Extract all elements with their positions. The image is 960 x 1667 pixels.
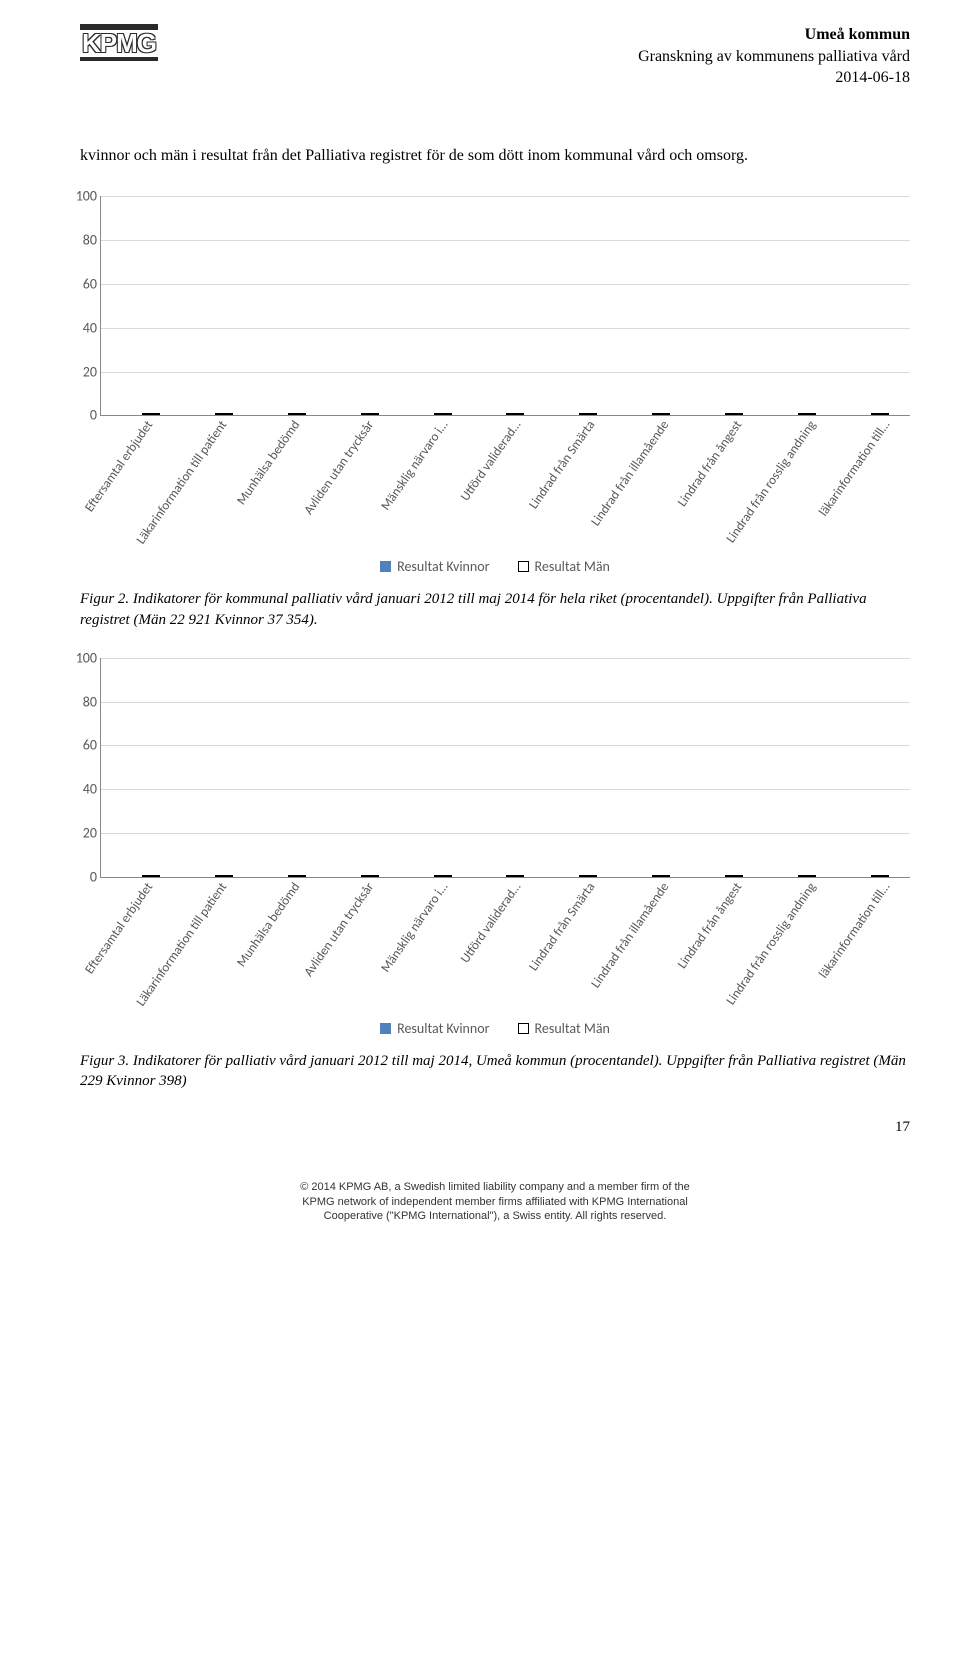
bar-man	[506, 875, 524, 877]
bar-group	[178, 413, 251, 415]
y-tick: 40	[71, 781, 97, 798]
bar-group	[105, 875, 178, 877]
bar-man	[652, 875, 670, 877]
bar-group	[542, 875, 615, 877]
bar-group	[469, 875, 542, 877]
bar-group	[323, 413, 396, 415]
bar-man	[361, 875, 379, 877]
kpmg-logo: KPMG	[80, 24, 158, 61]
y-tick: 20	[71, 825, 97, 842]
client-name: Umeå kommun	[638, 24, 910, 46]
bar-group	[688, 413, 761, 415]
bar-man	[579, 413, 597, 415]
doc-meta: Umeå kommun Granskning av kommunens pall…	[638, 24, 910, 89]
x-label: Eftersamtal erbjudet	[82, 880, 156, 977]
bar-man	[652, 413, 670, 415]
bar-man	[798, 875, 816, 877]
y-tick: 0	[71, 868, 97, 885]
bar-man	[434, 413, 452, 415]
bar-man	[871, 413, 889, 415]
bar-group	[396, 413, 469, 415]
y-tick: 100	[71, 649, 97, 666]
bar-group	[688, 875, 761, 877]
bar-man	[215, 413, 233, 415]
y-tick: 20	[71, 363, 97, 380]
bar-man	[725, 875, 743, 877]
bar-group	[615, 875, 688, 877]
bar-group	[178, 875, 251, 877]
y-tick: 0	[71, 407, 97, 424]
intro-paragraph: kvinnor och män i resultat från det Pall…	[80, 145, 910, 167]
report-title: Granskning av kommunens palliativa vård	[638, 46, 910, 68]
page-header: KPMG Umeå kommun Granskning av kommunens…	[80, 24, 910, 89]
bar-group	[251, 875, 324, 877]
y-tick: 100	[71, 188, 97, 205]
bar-man	[142, 875, 160, 877]
bar-man	[579, 875, 597, 877]
bar-group	[251, 413, 324, 415]
figure-2-caption: Figur 2. Indikatorer för kommunal pallia…	[80, 589, 910, 630]
bar-group	[105, 413, 178, 415]
bar-man	[215, 875, 233, 877]
figure-2-chart: 020406080100 Eftersamtal erbjudetLäkarin…	[80, 196, 910, 575]
figure-3-chart: 020406080100 Eftersamtal erbjudetLäkarin…	[80, 658, 910, 1037]
x-label: Utförd validerad…	[458, 880, 524, 966]
bar-man	[434, 875, 452, 877]
bar-man	[142, 413, 160, 415]
bar-group	[542, 413, 615, 415]
bar-man	[871, 875, 889, 877]
bar-man	[506, 413, 524, 415]
bar-group	[833, 413, 906, 415]
y-tick: 60	[71, 275, 97, 292]
bar-man	[361, 413, 379, 415]
y-tick: 40	[71, 319, 97, 336]
bar-man	[288, 413, 306, 415]
page-number: 17	[80, 1119, 910, 1136]
figure-3-caption: Figur 3. Indikatorer för palliativ vård …	[80, 1051, 910, 1092]
report-date: 2014-06-18	[638, 67, 910, 89]
bar-group	[760, 875, 833, 877]
y-tick: 80	[71, 693, 97, 710]
bar-group	[833, 875, 906, 877]
bar-group	[615, 413, 688, 415]
x-label: Utförd validerad…	[458, 418, 524, 504]
bar-group	[760, 413, 833, 415]
bar-man	[725, 413, 743, 415]
x-label: Eftersamtal erbjudet	[82, 418, 156, 515]
bar-group	[469, 413, 542, 415]
y-tick: 60	[71, 737, 97, 754]
bar-man	[798, 413, 816, 415]
copyright-footer: © 2014 KPMG AB, a Swedish limited liabil…	[80, 1180, 910, 1223]
y-tick: 80	[71, 232, 97, 249]
bar-man	[288, 875, 306, 877]
bar-group	[396, 875, 469, 877]
bar-group	[323, 875, 396, 877]
